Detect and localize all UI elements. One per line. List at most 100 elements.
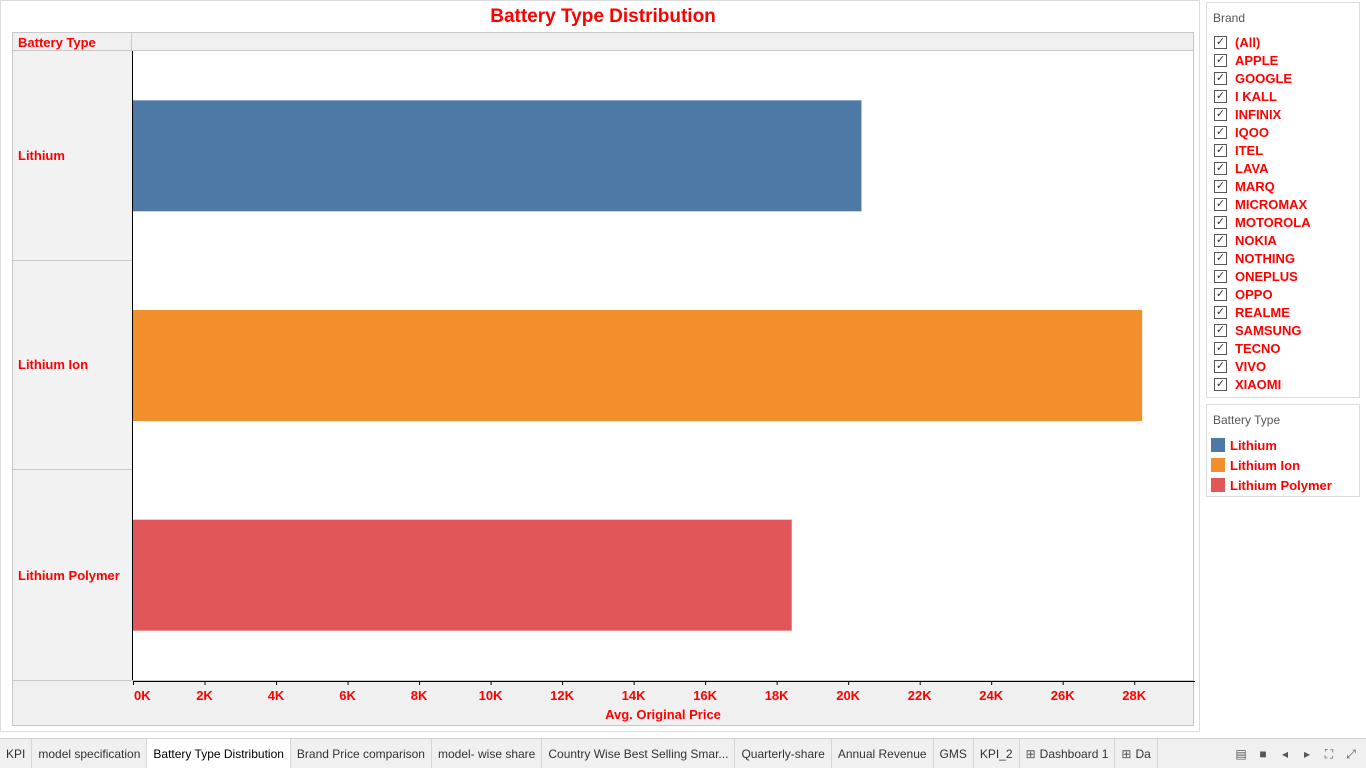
sheet-tab-annual-revenue[interactable]: Annual Revenue [832,739,934,768]
bar-lithium[interactable] [133,100,862,212]
brand-filter-item[interactable]: ✓ OPPO [1207,285,1359,303]
checkbox-checked-icon[interactable]: ✓ [1214,341,1227,355]
brand-filter-label: REALME [1235,304,1290,320]
brand-filter-label: LAVA [1235,160,1269,176]
legend-swatch [1211,438,1225,452]
checkbox-checked-icon[interactable]: ✓ [1214,125,1227,139]
brand-filter-item[interactable]: ✓ IQOO [1207,123,1359,141]
sheet-tab-model-wise-share[interactable]: model- wise share [432,739,543,768]
row-label-lithium-polymer[interactable]: Lithium Polymer [18,567,120,583]
brand-filter-item[interactable]: ✓ INFINIX [1207,105,1359,123]
sheet-tab-battery-type-distribution[interactable]: Battery Type Distribution [147,739,291,768]
checkbox-checked-icon[interactable]: ✓ [1214,251,1227,265]
brand-filter-label: XIAOMI [1235,376,1282,392]
checkbox-checked-icon[interactable]: ✓ [1214,53,1227,67]
sheet-tab-label: model specification [38,746,141,761]
legend-item[interactable]: Lithium Polymer [1207,475,1359,495]
brand-filter-item[interactable]: ✓ LAVA [1207,159,1359,177]
x-tick-label: 22K [908,688,932,703]
prev-tab-icon[interactable]: ◂ [1281,747,1289,761]
brand-filter-item[interactable]: ✓ GOOGLE [1207,69,1359,87]
brand-filter-item[interactable]: ✓ NOTHING [1207,249,1359,267]
brand-filter-label: TECNO [1235,340,1281,356]
dashboard-icon: ⊞ [1121,746,1132,761]
fit-screen-icon[interactable]: ⛶ [1324,746,1334,761]
brand-filter-item[interactable]: ✓ ONEPLUS [1207,267,1359,285]
brand-filter-item[interactable]: ✓ TECNO [1207,339,1359,357]
legend-label: Lithium [1230,437,1277,453]
legend-item[interactable]: Lithium Ion [1207,455,1359,475]
checkbox-checked-icon[interactable]: ✓ [1214,71,1227,85]
sheet-tab-label: Annual Revenue [837,746,927,761]
next-tab-icon[interactable]: ▸ [1303,747,1311,761]
row-label-lithium[interactable]: Lithium [13,51,133,261]
fullscreen-icon[interactable]: ⤢ [1346,746,1356,761]
legend-label: Lithium Polymer [1230,477,1332,493]
sheet-tab-kpi-2[interactable]: KPI_2 [974,739,1020,768]
tab-view-icon[interactable]: ■ [1259,747,1267,761]
row-label-lithium-ion[interactable]: Lithium Ion [13,261,133,471]
x-axis: 0K 2K 4K 6K 8K 10K 12K 14K 16K 18K 20K 22K 24K 26K 28K [133,681,1195,703]
brand-filter-item[interactable]: ✓ SAMSUNG [1207,321,1359,339]
sheet-tab-kpi[interactable]: KPI [0,739,33,768]
row-header[interactable]: Battery Type [12,32,132,51]
brand-filter-label: INFINIX [1235,106,1282,122]
brand-filter-item[interactable]: ✓ MOTOROLA [1207,213,1359,231]
sheet-tab-dashboard-1[interactable]: ⊞ Dashboard 1 [1020,739,1116,768]
sheet-tab-label: KPI [6,746,26,761]
brand-filter-item[interactable]: ✓ APPLE [1207,51,1359,69]
checkbox-checked-icon[interactable]: ✓ [1214,35,1227,49]
x-axis-area: 0K 2K 4K 6K 8K 10K 12K 14K 16K 18K 20K 22K 24K 26K 28K [12,680,1195,726]
checkbox-checked-icon[interactable]: ✓ [1214,377,1227,391]
checkbox-checked-icon[interactable]: ✓ [1214,359,1227,373]
checkbox-checked-icon[interactable]: ✓ [1214,269,1227,283]
sheet-tab-da[interactable]: ⊞ Da [1115,739,1158,768]
checkbox-checked-icon[interactable]: ✓ [1214,323,1227,337]
checkbox-checked-icon[interactable]: ✓ [1214,287,1227,301]
x-axis-label[interactable]: Avg. Original Price [605,707,721,722]
checkbox-checked-icon[interactable]: ✓ [1214,197,1227,211]
x-tick-label: 6K [339,688,356,703]
checkbox-checked-icon[interactable]: ✓ [1214,233,1227,247]
legend-list: Lithium Lithium Ion Lithium Polymer [1207,435,1359,495]
checkbox-checked-icon[interactable]: ✓ [1214,89,1227,103]
sheet-tab-country-wise-best-selling-smar[interactable]: Country Wise Best Selling Smar... [542,739,736,768]
brand-filter-label: SAMSUNG [1235,322,1302,338]
brand-filter-item[interactable]: ✓ REALME [1207,303,1359,321]
x-tick-label: 12K [550,688,574,703]
brand-filter-item[interactable]: ✓ ITEL [1207,141,1359,159]
brand-filter-item[interactable]: ✓ I KALL [1207,87,1359,105]
checkbox-checked-icon[interactable]: ✓ [1214,305,1227,319]
sheet-tab-quarterly-share[interactable]: Quarterly-share [735,739,832,768]
sheet-tab-brand-price-comparison[interactable]: Brand Price comparison [291,739,432,768]
bar-lithium-ion[interactable] [133,310,1143,421]
brand-filter-list: ✓ (All) ✓ APPLE ✓ GOOGLE ✓ I KALL ✓ INFINIX ✓ IQOO ✓… [1207,33,1359,393]
brand-filter-label: NOKIA [1235,232,1277,248]
sheet-tab-bar: KPI model specification Battery Type Distr… [0,738,1366,768]
brand-filter-item[interactable]: ✓ MARQ [1207,177,1359,195]
sheet-tab-label: Brand Price comparison [296,746,425,761]
checkbox-checked-icon[interactable]: ✓ [1214,179,1227,193]
brand-filter-item[interactable]: ✓ (All) [1207,33,1359,51]
x-tick-label: 26K [1051,688,1075,703]
sheet-tab-gms[interactable]: GMS [934,739,974,768]
checkbox-checked-icon[interactable]: ✓ [1214,215,1227,229]
x-tick-label: 4K [268,688,285,703]
x-tick-label: 14K [622,688,646,703]
brand-filter-panel: Brand ✓ (All) ✓ APPLE ✓ GOOGLE ✓ I KALL ✓ INFINIX… [1206,2,1360,398]
brand-filter-item[interactable]: ✓ MICROMAX [1207,195,1359,213]
legend-item[interactable]: Lithium [1207,435,1359,455]
dashboard-icon: ⊞ [1025,746,1036,761]
brand-filter-item[interactable]: ✓ NOKIA [1207,231,1359,249]
bar-lithium-polymer[interactable] [133,519,792,631]
checkbox-checked-icon[interactable]: ✓ [1214,107,1227,121]
checkbox-checked-icon[interactable]: ✓ [1214,143,1227,157]
brand-filter-label: (All) [1235,34,1261,50]
brand-filter-item[interactable]: ✓ VIVO [1207,357,1359,375]
sheet-tab-model-specification[interactable]: model specification [32,739,148,768]
x-tick-label: 28K [1122,688,1146,703]
brand-filter-item[interactable]: ✓ XIAOMI [1207,375,1359,393]
brand-filter-title: Brand [1213,11,1246,25]
checkbox-checked-icon[interactable]: ✓ [1214,161,1227,175]
filmstrip-view-icon[interactable]: ▤ [1235,747,1247,761]
